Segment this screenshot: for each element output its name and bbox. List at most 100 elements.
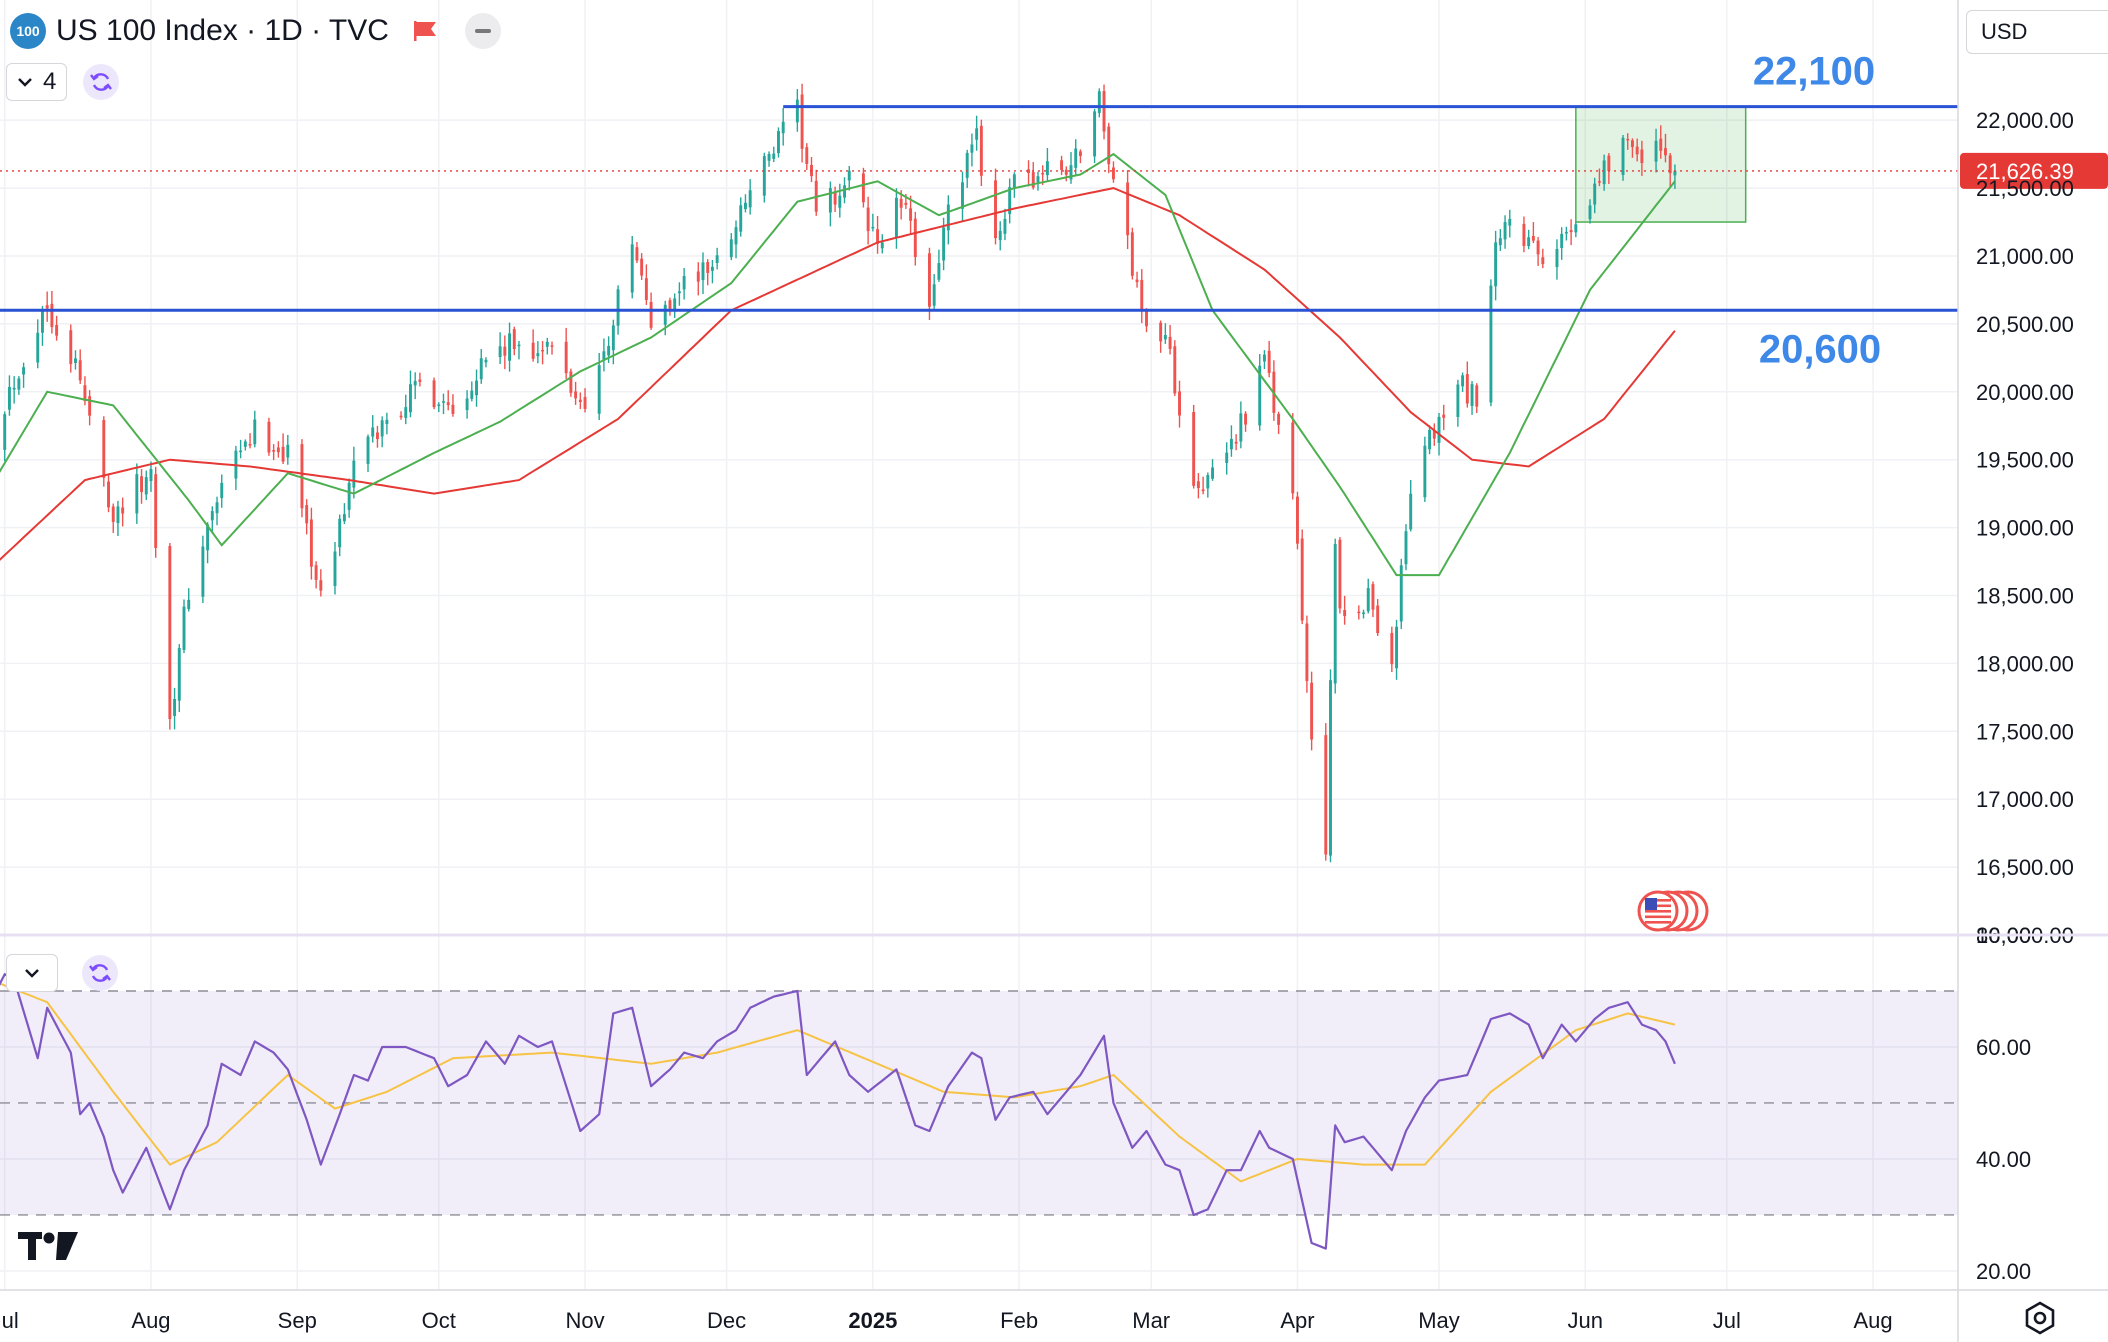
candle[interactable] <box>45 291 49 322</box>
level-label[interactable]: 20,600 <box>1759 327 1881 371</box>
candle[interactable] <box>1588 199 1592 224</box>
candle[interactable] <box>1527 229 1531 250</box>
candle[interactable] <box>267 417 271 456</box>
candle[interactable] <box>1498 229 1502 251</box>
candle[interactable] <box>380 416 384 448</box>
candle[interactable] <box>1626 133 1630 150</box>
candle[interactable] <box>210 506 214 534</box>
candle[interactable] <box>1668 152 1672 187</box>
candle[interactable] <box>107 474 110 513</box>
candle[interactable] <box>871 213 875 232</box>
candle[interactable] <box>1296 491 1299 550</box>
candle[interactable] <box>1045 148 1049 182</box>
candle[interactable] <box>772 146 776 163</box>
candle[interactable] <box>1541 248 1545 269</box>
candle[interactable] <box>286 434 290 465</box>
candle[interactable] <box>1097 88 1101 118</box>
candle[interactable] <box>1470 381 1474 415</box>
candle[interactable] <box>710 260 714 284</box>
candle[interactable] <box>1635 138 1639 162</box>
candle[interactable] <box>541 341 545 365</box>
candle[interactable] <box>173 687 177 730</box>
candle[interactable] <box>182 599 186 654</box>
candle[interactable] <box>970 133 974 167</box>
candle[interactable] <box>1432 423 1436 446</box>
candle[interactable] <box>1145 308 1148 333</box>
candle[interactable] <box>635 242 639 264</box>
candle[interactable] <box>1196 473 1200 499</box>
candle[interactable] <box>630 236 634 299</box>
candle[interactable] <box>1371 581 1375 618</box>
candle[interactable] <box>215 496 219 526</box>
candle[interactable] <box>437 402 441 413</box>
candle[interactable] <box>121 497 125 527</box>
candle[interactable] <box>399 411 403 420</box>
candle[interactable] <box>894 188 898 249</box>
candle[interactable] <box>1357 605 1361 620</box>
candle[interactable] <box>682 267 686 300</box>
candle[interactable] <box>88 390 92 426</box>
candle[interactable] <box>777 127 780 158</box>
candle[interactable] <box>913 211 917 266</box>
candle[interactable] <box>7 375 11 416</box>
sync-icon[interactable] <box>82 955 118 991</box>
candle[interactable] <box>22 362 26 388</box>
consolidation-box[interactable] <box>1575 105 1747 223</box>
candle[interactable] <box>446 390 450 411</box>
candle[interactable] <box>814 169 818 216</box>
level-label[interactable]: 22,100 <box>1753 50 1875 94</box>
candle[interactable] <box>451 394 455 417</box>
candle[interactable] <box>1074 139 1078 177</box>
candle[interactable] <box>677 282 681 306</box>
candle[interactable] <box>309 507 313 580</box>
candle[interactable] <box>810 157 813 183</box>
candle[interactable] <box>50 290 54 334</box>
candle[interactable] <box>253 410 257 448</box>
candle[interactable] <box>78 349 82 384</box>
candle[interactable] <box>833 186 837 213</box>
candle[interactable] <box>470 381 474 402</box>
candle[interactable] <box>281 433 285 464</box>
candle[interactable] <box>41 305 44 346</box>
rsi-collapse-button[interactable] <box>6 954 58 992</box>
candle[interactable] <box>1404 524 1408 571</box>
candle[interactable] <box>135 463 139 524</box>
candle[interactable] <box>1465 361 1469 408</box>
candle[interactable] <box>276 441 280 458</box>
tradingview-logo-icon[interactable] <box>18 1228 80 1262</box>
candle[interactable] <box>154 466 158 558</box>
candle[interactable] <box>1012 172 1016 198</box>
collapse-indicators-button[interactable]: 4 <box>6 63 68 101</box>
candle[interactable] <box>861 167 865 208</box>
candle[interactable] <box>248 433 252 449</box>
candle[interactable] <box>1244 411 1248 432</box>
candle[interactable] <box>1277 411 1281 435</box>
candle[interactable] <box>508 322 512 372</box>
candle[interactable] <box>1503 215 1507 249</box>
candle[interactable] <box>1310 671 1314 751</box>
price-pane[interactable]: 22,100 20,600 21,626.39 <box>0 50 2108 932</box>
candle[interactable] <box>673 293 677 318</box>
candle[interactable] <box>1140 269 1144 324</box>
candle[interactable] <box>1343 595 1347 625</box>
candle[interactable] <box>512 326 516 356</box>
sync-icon[interactable] <box>83 64 120 100</box>
candle[interactable] <box>404 394 408 425</box>
candle[interactable] <box>1192 404 1196 489</box>
candle[interactable] <box>545 337 549 355</box>
slow-moving-average-line[interactable] <box>0 187 1676 568</box>
candle[interactable] <box>1008 178 1012 224</box>
candle[interactable] <box>663 300 667 336</box>
candle[interactable] <box>1569 219 1573 246</box>
candle[interactable] <box>748 179 752 215</box>
candle[interactable] <box>1126 170 1130 250</box>
minus-icon[interactable] <box>464 13 501 49</box>
candle[interactable] <box>503 335 507 370</box>
candle[interactable] <box>1262 350 1266 370</box>
candle[interactable] <box>975 115 979 151</box>
currency-select[interactable]: USD <box>1966 10 2108 54</box>
candle[interactable] <box>531 329 535 362</box>
candle[interactable] <box>640 253 644 281</box>
candle[interactable] <box>1163 323 1167 344</box>
